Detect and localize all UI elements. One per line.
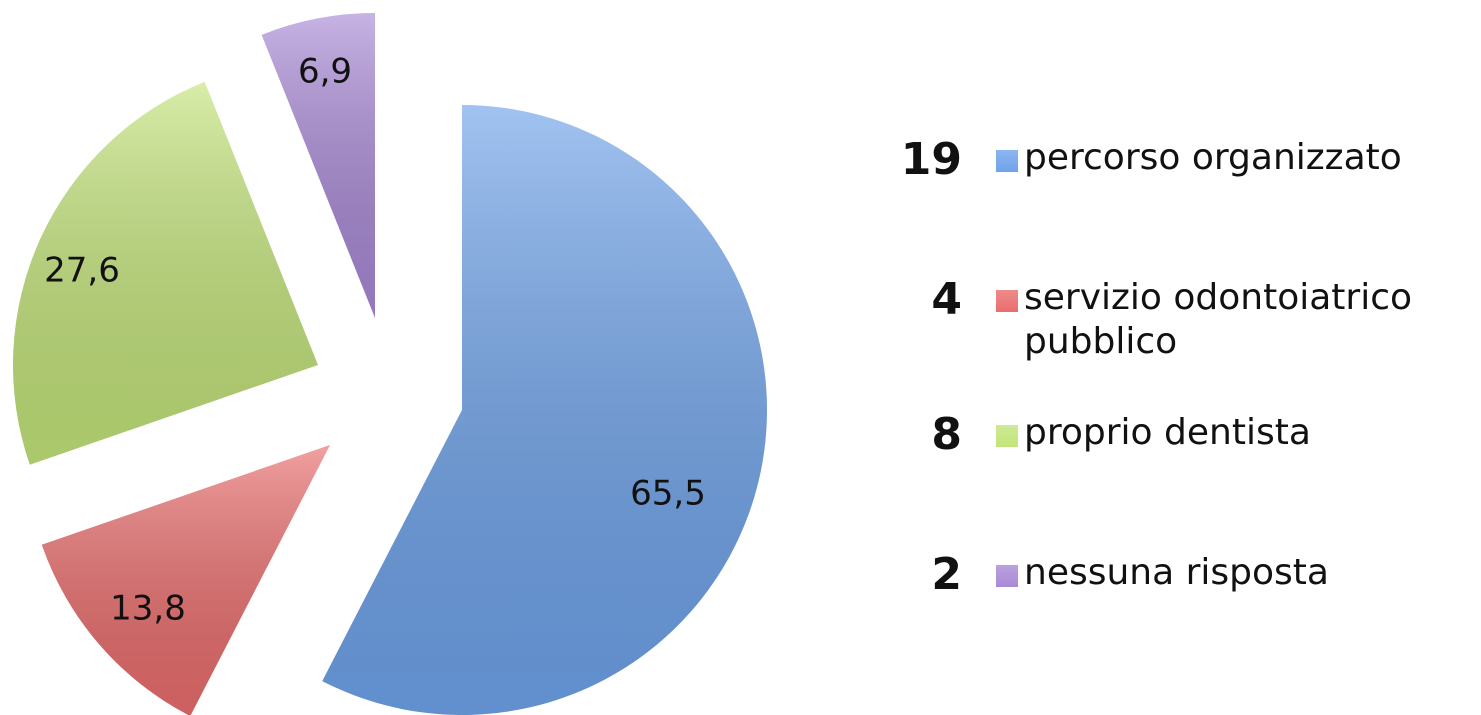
count: 2	[931, 549, 962, 600]
legend-item: 19 percorso organizzato	[900, 136, 1464, 184]
slice-shade	[13, 81, 319, 465]
legend-swatch	[996, 290, 1018, 312]
legend-item: 4 servizio odontoiatrico pubblico	[900, 276, 1464, 364]
legend-item: 8 proprio dentista	[900, 411, 1464, 459]
value-label: 13,8	[110, 589, 186, 629]
legend-item: 2 nessuna risposta	[900, 551, 1464, 599]
legend-label: servizio odontoiatrico pubblico	[1024, 277, 1413, 362]
legend-swatch	[996, 150, 1018, 172]
legend-swatch	[996, 565, 1018, 587]
value-label: 65,5	[630, 474, 706, 514]
legend-swatch	[996, 425, 1018, 447]
count: 19	[900, 134, 962, 185]
legend: 19 percorso organizzato 4 servizio odontoia…	[900, 0, 1480, 715]
slice-shade	[41, 445, 330, 715]
legend-label: percorso organizzato	[1024, 137, 1402, 178]
value-label: 27,6	[44, 251, 120, 291]
slice-shade	[322, 104, 768, 715]
value-label: 6,9	[298, 52, 352, 92]
legend-label: nessuna risposta	[1024, 552, 1329, 593]
legend-label: proprio dentista	[1024, 412, 1311, 453]
count: 8	[931, 409, 962, 460]
slice-shade	[261, 12, 375, 318]
count: 4	[931, 274, 962, 325]
